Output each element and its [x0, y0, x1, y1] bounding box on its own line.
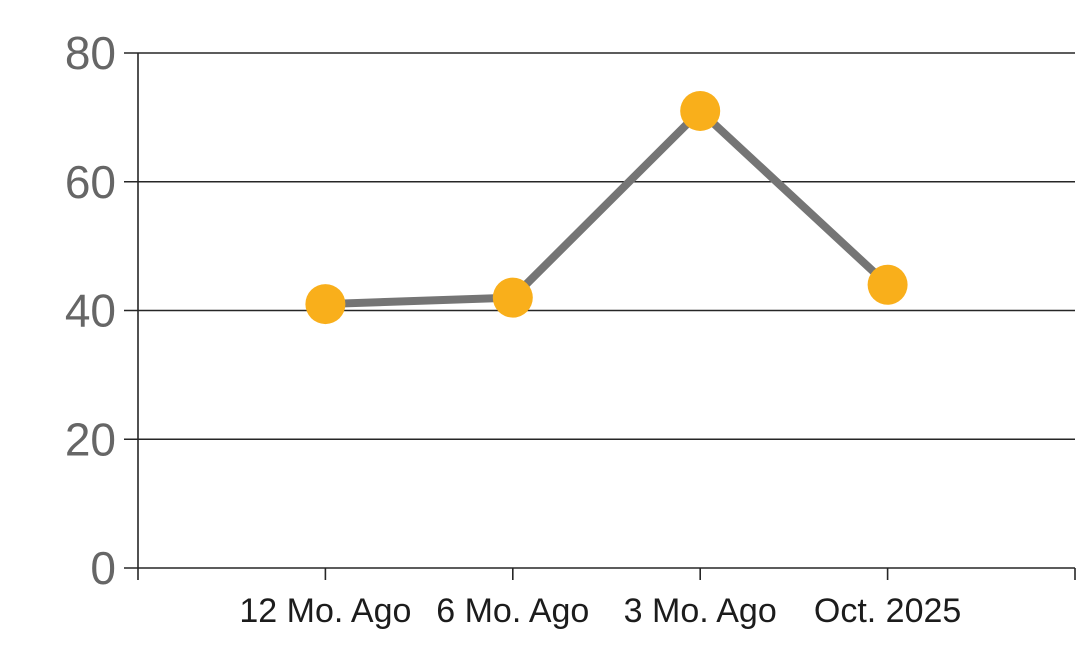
data-point [305, 284, 346, 325]
x-category-label: Oct. 2025 [814, 592, 961, 630]
x-category-label: 12 Mo. Ago [239, 592, 411, 630]
x-category-label: 6 Mo. Ago [436, 592, 589, 630]
x-category-label: 3 Mo. Ago [624, 592, 777, 630]
data-line [321, 106, 892, 309]
data-point [680, 90, 721, 131]
y-tick-label: 80 [65, 27, 116, 79]
data-point [867, 264, 908, 305]
y-tick-label: 40 [65, 285, 116, 337]
y-tick-label: 20 [65, 413, 116, 465]
y-tick-label: 60 [65, 156, 116, 208]
data-point [492, 277, 533, 318]
y-tick-label: 0 [90, 542, 116, 594]
